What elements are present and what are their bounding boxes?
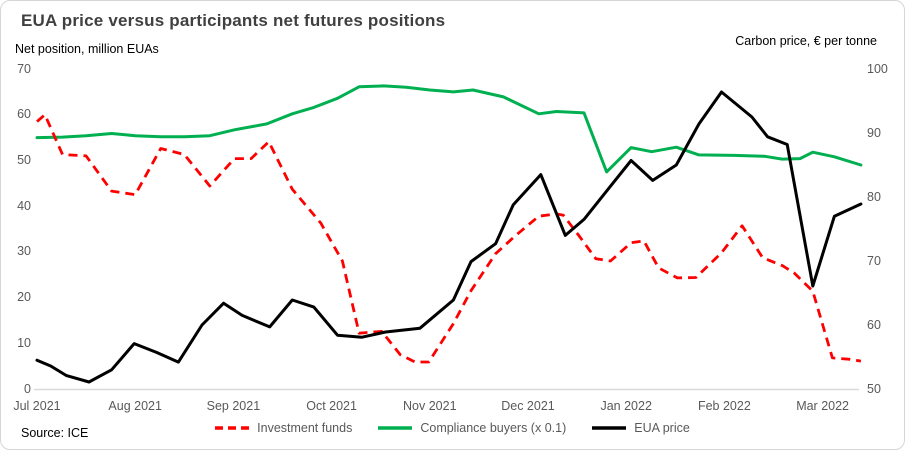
series-compliance-buyers-x-0-1 [35, 84, 863, 174]
legend-line-sample [592, 426, 627, 430]
legend-line-sample [215, 426, 250, 430]
legend-item-eua-price: EUA price [592, 421, 690, 435]
right-axis-tick: 90 [867, 125, 881, 140]
left-axis-tick: 70 [17, 61, 31, 76]
right-axis-tick: 80 [867, 189, 881, 204]
x-axis-label: Aug 2021 [108, 399, 162, 413]
x-axis-label: Dec 2021 [501, 399, 555, 413]
left-axis-tick: 60 [17, 107, 31, 122]
left-axis-title: Net position, million EUAs [15, 42, 159, 56]
source-label: Source: ICE [21, 426, 89, 440]
legend-item-compliance-buyers-x-0-1: Compliance buyers (x 0.1) [378, 421, 566, 435]
left-axis-tick: 40 [17, 198, 31, 213]
right-axis-tick: 100 [867, 61, 888, 76]
x-axis-label: Mar 2022 [796, 399, 849, 413]
left-axis-tick: 30 [17, 244, 31, 259]
left-axis-tick: 50 [17, 152, 31, 167]
legend-label: EUA price [634, 421, 690, 435]
legend-label: Compliance buyers (x 0.1) [420, 421, 567, 435]
left-axis-tick: 20 [17, 290, 31, 305]
x-axis-label: Feb 2022 [697, 399, 751, 413]
legend: Investment funds Compliance buyers (x 0.1… [1, 421, 904, 435]
legend-label: Investment funds [257, 421, 353, 435]
right-axis-tick: 60 [867, 317, 881, 332]
right-axis-tick: 70 [867, 253, 881, 268]
series-eua-price [35, 90, 863, 384]
chart-title: EUA price versus participants net future… [21, 11, 446, 30]
x-axis-label: Jul 2021 [13, 399, 61, 413]
x-axis-label: Nov 2021 [403, 399, 457, 413]
legend-item-investment-funds: Investment funds [215, 421, 352, 435]
series-investment-funds [36, 113, 862, 364]
x-axis-label: Oct 2021 [306, 399, 357, 413]
right-axis-tick: 50 [867, 381, 881, 396]
x-axis-label: Sep 2021 [206, 399, 261, 413]
x-axis-label: Jan 2022 [600, 399, 652, 413]
right-axis-title: Carbon price, € per tonne [735, 34, 877, 48]
left-axis-tick: 0 [24, 381, 31, 396]
legend-line-sample [378, 426, 413, 430]
left-axis-tick: 10 [17, 335, 31, 350]
